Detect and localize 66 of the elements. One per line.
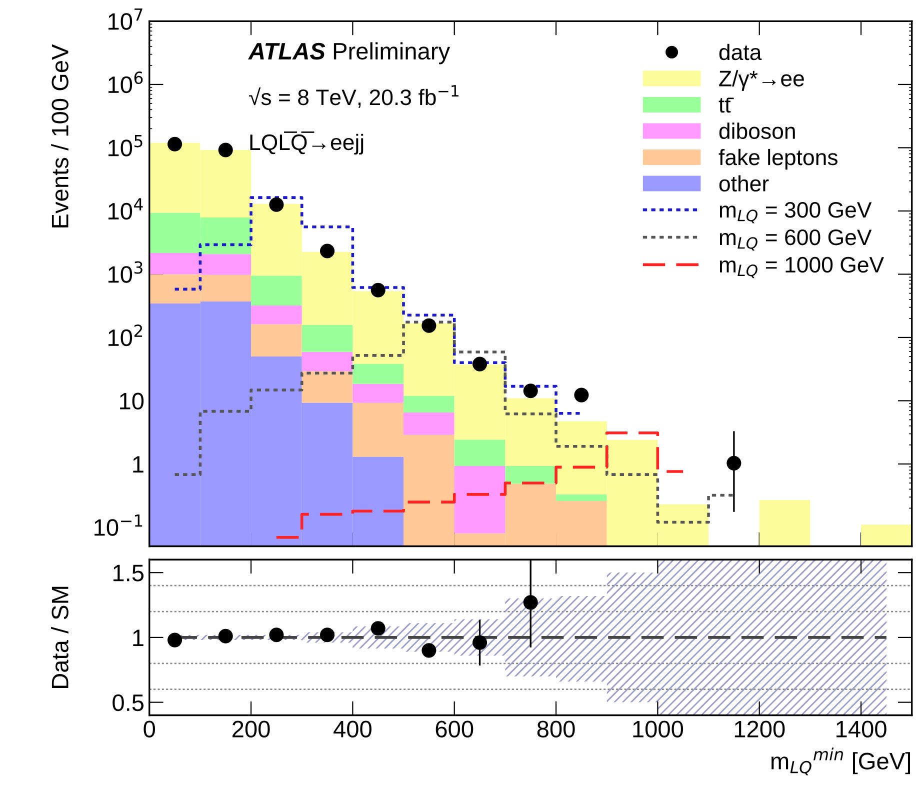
point [523, 595, 538, 610]
x-tick-label: 1000 [633, 720, 684, 738]
x-tick-label: 0 [144, 720, 156, 738]
y-tick-label: 1 [133, 456, 144, 473]
annotation: LQL̅Q̅→eejj [250, 131, 364, 155]
bar [404, 396, 454, 413]
y-tick-label: 10$^{3}$ [108, 261, 142, 283]
point [574, 388, 589, 402]
legend-label: other [719, 175, 769, 192]
y-tick-label: 10$^{6}$ [108, 72, 143, 94]
point [320, 244, 335, 258]
annotation: ATLAS Preliminary [248, 42, 450, 64]
x-axis-title: m$_{LQ}$$^{min}$ [GeV] [772, 748, 910, 776]
legend-label: Z/γ*→ee [719, 70, 804, 91]
legend-label: m$_{LQ}$ = 600 GeV [720, 229, 872, 251]
legend-label: fake leptons [718, 148, 838, 170]
point [726, 456, 742, 470]
y-axis-title: Data / SM [51, 586, 68, 688]
point [370, 282, 386, 298]
y-tick-label: 10$^{−1}$ [94, 514, 142, 536]
legend-label: data [719, 44, 762, 60]
y-tick-label: 10$^{2}$ [108, 324, 142, 346]
y-tick-label: 1.5 [113, 564, 144, 582]
x-tick-label: 400 [334, 720, 372, 738]
y-tick-label: 10$^{5}$ [108, 135, 142, 156]
legend-label: m$_{LQ}$ = 1000 GeV [720, 256, 884, 278]
point [167, 136, 182, 152]
x-tick-label: 800 [537, 720, 575, 738]
point [269, 628, 284, 642]
x-tick-label: 1200 [734, 720, 785, 738]
point [218, 142, 233, 158]
point [422, 318, 436, 333]
bar [454, 440, 506, 466]
point [218, 628, 233, 644]
annotation: √s = 8 TeV, 20.3 fb$^{−1}$ [249, 85, 458, 108]
point [472, 635, 488, 650]
bar [302, 371, 353, 403]
point [472, 356, 488, 372]
bar [251, 324, 302, 357]
bar [352, 364, 404, 384]
bar [556, 494, 607, 501]
y-tick-label: 1 [133, 630, 144, 646]
bar [302, 352, 353, 372]
point [370, 621, 386, 636]
point [320, 628, 335, 642]
legend-label: tt̄ [718, 98, 734, 113]
y-tick-label: 10 [120, 392, 144, 410]
bar [251, 306, 302, 324]
point [269, 197, 284, 212]
y-axis-title: Events / 100 GeV [51, 44, 68, 228]
x-tick-label: 200 [232, 720, 270, 738]
y-tick-label: 10$^{4}$ [108, 198, 143, 220]
bar [352, 384, 404, 403]
y-tick-label: 10$^{7}$ [108, 8, 142, 30]
point [167, 632, 182, 648]
x-tick-label: 1400 [836, 720, 886, 738]
bar [505, 466, 556, 484]
x-tick-label: 600 [436, 720, 474, 738]
legend-label: m$_{LQ}$ = 300 GeV [720, 202, 872, 224]
legend-label: diboson [719, 122, 795, 139]
y-tick-label: 0.5 [112, 694, 144, 712]
point [422, 643, 436, 658]
point [523, 384, 538, 398]
bar [404, 412, 454, 435]
bar [302, 325, 353, 352]
bar [251, 276, 302, 306]
